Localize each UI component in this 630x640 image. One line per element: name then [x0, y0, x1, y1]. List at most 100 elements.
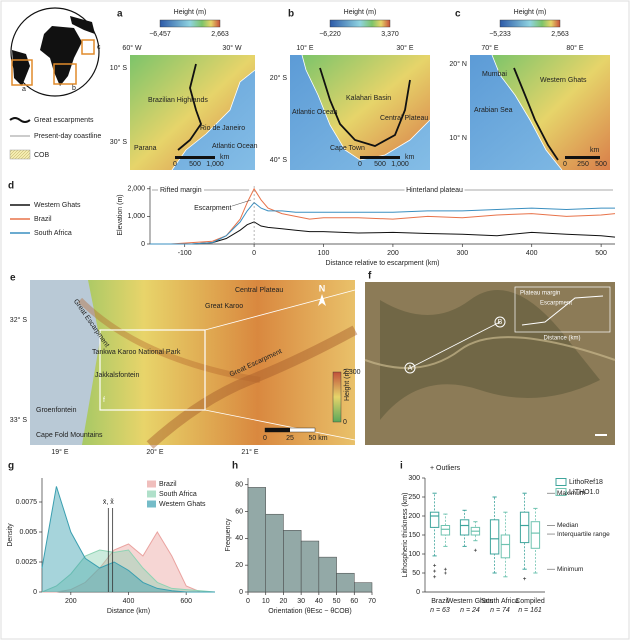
place-label: Atlantic Ocean [292, 109, 338, 116]
scale-label: 1,000 [206, 161, 224, 168]
x-tick-label: Brazil [431, 598, 449, 605]
colorbar-label: 0 [343, 419, 347, 426]
place-label: Parana [134, 145, 157, 152]
globe-box-label: c [97, 44, 101, 51]
legend-swatch [147, 490, 156, 498]
panel-letter: f [368, 271, 372, 282]
panel-letter: h [232, 461, 238, 472]
y-tick-label: 150 [408, 532, 420, 539]
globe-box-label: b [72, 85, 76, 92]
y-axis-label: Lithospheric thickness (km) [402, 493, 409, 578]
scale-label: 500 [374, 161, 386, 168]
density-line [41, 549, 216, 593]
bar [300, 540, 320, 593]
box [530, 521, 541, 549]
x-axis-label: Distance relative to escarpment (km) [326, 260, 440, 267]
panel-letter: e [10, 273, 16, 284]
inset-label: Plateau margin [520, 291, 560, 297]
y-tick-label: 250 [408, 494, 420, 501]
box [440, 525, 451, 536]
x-tick-label: 200 [387, 250, 399, 257]
x-axis-label: Orientation (θEsc − θCOB) [268, 608, 351, 615]
legend-label: LithoRef18 [569, 479, 603, 486]
y-tick-label: 80 [235, 482, 243, 489]
scale-label: 500 [595, 161, 607, 168]
x-tick-label: 400 [526, 250, 538, 257]
panel-letter: d [8, 181, 14, 192]
inset-label: Distance (km) [543, 336, 580, 342]
place-label: Mumbai [482, 71, 507, 78]
lon-label: 21° E [241, 448, 259, 456]
scale-label: 0 [173, 161, 177, 168]
scale-label: 1,000 [391, 161, 409, 168]
density-area [42, 486, 215, 592]
y-tick-label: 0 [141, 241, 145, 248]
panel-letter: i [400, 461, 403, 472]
legend-label: South Africa [34, 230, 72, 237]
lat-label: 32° S [10, 316, 28, 324]
lon-label: 19° E [51, 448, 69, 456]
colorbar-title: Height (m) [174, 9, 207, 16]
scale-label: 0 [263, 435, 267, 442]
annotation-bg [404, 186, 465, 194]
x-tick-label: Western Ghats [447, 598, 494, 605]
density-line [42, 531, 215, 593]
y-tick-label: 0.005 [19, 529, 37, 536]
annotation: Escarpment [194, 205, 231, 212]
outlier [523, 577, 527, 581]
scale-label: km [590, 147, 600, 154]
y-axis-label: Density [7, 523, 14, 547]
lat-label: 20° N [449, 60, 467, 68]
lat-label: 30° S [110, 138, 128, 146]
lat-label: 20° S [270, 74, 288, 82]
box [459, 519, 470, 536]
bar [247, 487, 266, 593]
marker-label: x̄, x̃ [103, 499, 114, 506]
panel-letter: b [288, 9, 294, 20]
panel-letter: a [117, 9, 123, 20]
place-label: Western Ghats [540, 77, 587, 84]
point-label: B [498, 319, 503, 326]
place-label: Rio de Janeiro [200, 125, 245, 132]
colorbar-title: Height (m) [344, 368, 351, 401]
annotation-bg [158, 186, 204, 194]
y-tick-label: 300 [408, 475, 420, 482]
x-tick-label: 200 [65, 598, 77, 605]
scale-label: km [220, 154, 230, 161]
box [500, 534, 511, 559]
panel-letter: c [455, 9, 461, 20]
point-label: A [408, 365, 413, 372]
legend-label: Western Ghats [34, 202, 81, 209]
outlier [473, 548, 477, 552]
y-tick-label: 100 [408, 551, 420, 558]
lat-label: 33° S [10, 416, 28, 424]
place-label: Atlantic Ocean [212, 143, 258, 150]
colorbar-label: 2,563 [551, 31, 569, 38]
box [489, 519, 500, 555]
lon-label: 80° E [566, 44, 584, 52]
y-tick-label: 0 [33, 589, 37, 596]
legend-swatch [555, 478, 567, 486]
bar [318, 556, 337, 593]
density-line [41, 486, 215, 593]
place-label: Cape Fold Mountains [36, 432, 103, 439]
globe: a b c [10, 7, 101, 97]
x-tick-label: 10 [262, 598, 270, 605]
map-legend: Great escarpments Present-day coastline … [9, 117, 101, 160]
y-tick-label: 60 [235, 508, 243, 515]
map-b: b Height (m) −6,220 3,370 10° E 30° E 20… [270, 9, 431, 170]
legend-swatch [147, 480, 156, 488]
scale-label: 0 [563, 161, 567, 168]
place-label: Central Plateau [380, 115, 428, 122]
bar [336, 572, 355, 593]
x-tick-label: Compiled [515, 598, 545, 605]
inset-label: Escarpment [540, 301, 572, 307]
x-tick-label: 600 [180, 598, 192, 605]
colorbar-label: 3,370 [381, 31, 399, 38]
place-label: Jakkalsfontein [95, 372, 139, 379]
y-tick-label: 200 [408, 513, 420, 520]
scale-label: 25 [286, 435, 294, 442]
y-axis-label: Frequency [225, 518, 232, 552]
colorbar-label: −5,233 [489, 31, 511, 38]
